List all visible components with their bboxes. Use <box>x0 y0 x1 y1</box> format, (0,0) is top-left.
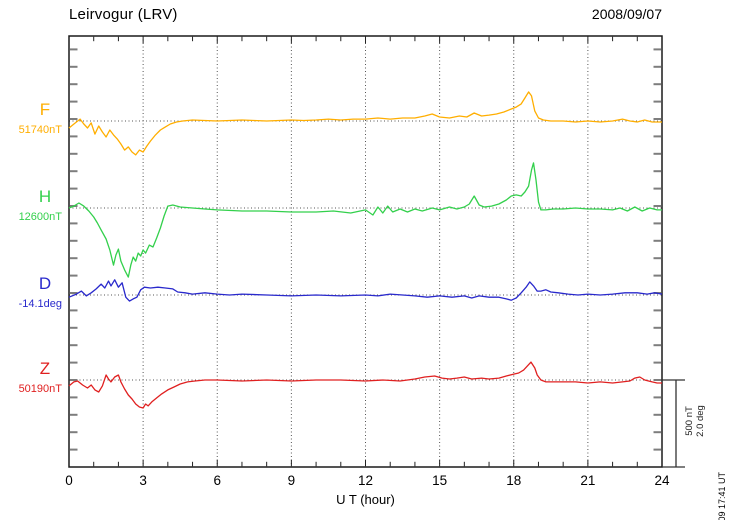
trace-name-D: D <box>38 274 52 293</box>
trace-H <box>68 162 662 278</box>
trace-Z <box>68 361 662 409</box>
observatory-title: Leirvogur (LRV) <box>69 6 178 23</box>
trace-name-H: H <box>38 187 52 206</box>
x-tick-label-0: 0 <box>65 473 73 488</box>
trace-F <box>68 91 662 156</box>
x-tick-label-15: 15 <box>432 473 448 488</box>
x-tick-label-18: 18 <box>506 473 522 488</box>
trace-baseline-value-D: -14.1deg <box>18 298 62 310</box>
trace-baseline-value-H: 12600nT <box>18 211 62 223</box>
trace-D <box>68 279 663 302</box>
scale-bar-nt-label: 500 nT <box>684 406 695 436</box>
trace-baseline-value-Z: 50190nT <box>18 383 62 395</box>
plot-timestamp: Plotted at 2009/03/09 17:41 UT <box>717 472 727 520</box>
trace-name-Z: Z <box>39 359 51 378</box>
trace-baseline-value-F: 51740nT <box>18 124 62 136</box>
trace-name-F: F <box>39 100 51 119</box>
x-axis-title: U T (hour) <box>336 492 395 507</box>
scale-bar-deg-label: 2.0 deg <box>695 405 706 437</box>
x-tick-label-9: 9 <box>287 473 296 488</box>
x-tick-label-12: 12 <box>357 473 374 488</box>
x-tick-label-3: 3 <box>139 473 147 488</box>
x-tick-label-6: 6 <box>213 473 221 488</box>
x-tick-label-21: 21 <box>580 473 596 488</box>
x-tick-label-24: 24 <box>654 473 670 488</box>
plot-frame <box>68 35 663 468</box>
scale-bar-labels: 500 nT 2.0 deg <box>684 405 706 437</box>
plot-date: 2008/09/07 <box>591 6 662 22</box>
